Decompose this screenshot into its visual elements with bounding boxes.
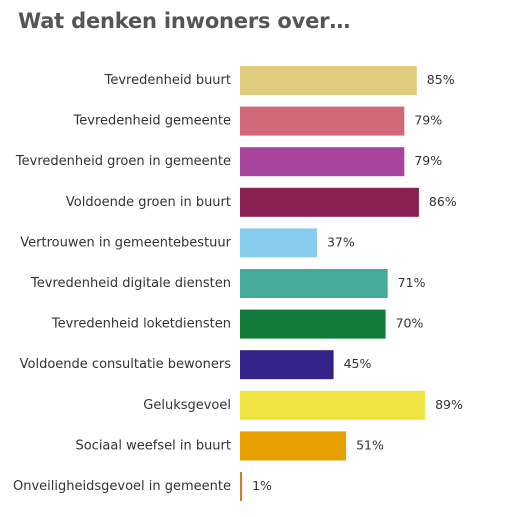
value-label: 79% <box>414 113 442 128</box>
value-label: 37% <box>327 234 355 249</box>
category-label: Voldoende consultatie bewoners <box>20 357 232 372</box>
category-label: Tevredenheid loketdiensten <box>51 317 231 332</box>
category-label: Tevredenheid groen in gemeente <box>15 154 231 169</box>
bar <box>240 390 426 420</box>
bar <box>240 66 417 95</box>
value-label: 79% <box>414 153 442 168</box>
category-label: Tevredenheid buurt <box>104 73 231 88</box>
category-label: Onveiligheidsgevoel in gemeente <box>13 479 231 494</box>
value-label: 85% <box>427 72 455 87</box>
value-label: 70% <box>396 316 424 331</box>
category-label: Tevredenheid gemeente <box>73 114 231 129</box>
bar <box>240 350 334 380</box>
value-label: 51% <box>356 437 384 452</box>
value-label: 1% <box>252 478 272 493</box>
category-label: Sociaal weefsel in buurt <box>75 438 231 453</box>
bar <box>240 228 317 258</box>
bar <box>240 106 405 136</box>
bar <box>240 431 347 461</box>
bar <box>240 187 419 217</box>
category-label: Vertrouwen in gemeentebestuur <box>20 235 231 250</box>
value-label: 45% <box>344 356 372 371</box>
bar <box>240 472 243 501</box>
chart-title: Wat denken inwoners over… <box>18 9 351 33</box>
bar <box>240 147 405 177</box>
category-label: Geluksgevoel <box>143 398 231 413</box>
value-label: 86% <box>429 194 457 209</box>
category-label: Voldoende groen in buurt <box>66 195 231 210</box>
category-label: Tevredenheid digitale diensten <box>30 276 231 291</box>
value-label: 89% <box>435 397 463 412</box>
bar <box>240 309 386 339</box>
bar <box>240 269 388 298</box>
value-label: 71% <box>398 275 426 290</box>
